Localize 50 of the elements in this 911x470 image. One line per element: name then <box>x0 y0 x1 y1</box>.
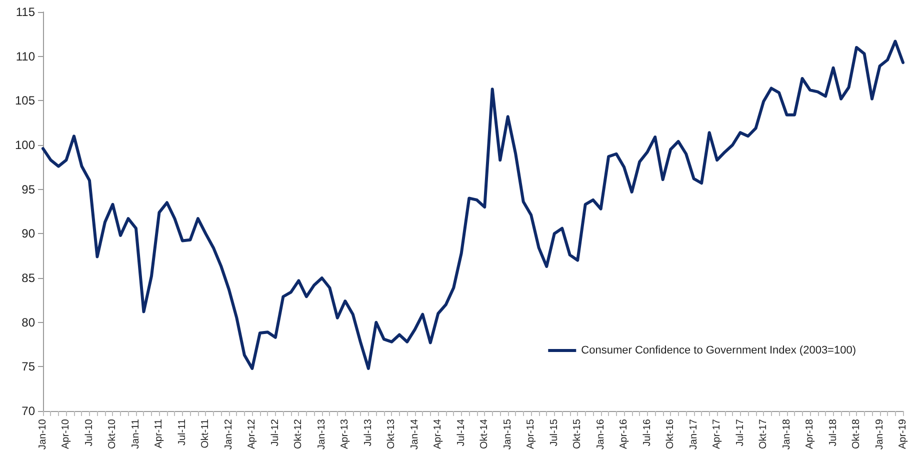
x-tick-label: Jan-18 <box>781 418 792 450</box>
y-tick-label: 70 <box>22 404 36 418</box>
x-tick-label: Jul-12 <box>270 418 281 446</box>
x-tick-label: Apr-16 <box>618 418 630 450</box>
x-tick-label: Jan-15 <box>502 418 514 450</box>
x-tick-label: Apr-15 <box>526 418 537 450</box>
x-tick-label: Jul-13 <box>362 418 374 446</box>
x-tick-label: Apr-19 <box>898 418 908 450</box>
x-tick-label: Jan-16 <box>595 418 606 450</box>
y-tick-label: 80 <box>22 315 36 330</box>
x-tick-label: Jul-14 <box>456 418 467 446</box>
x-tick-label: Jan-10 <box>38 418 48 450</box>
y-tick-label: 110 <box>16 49 36 64</box>
line-series <box>42 40 904 370</box>
y-tick-label: 105 <box>14 94 36 108</box>
x-tick-label: Jul-18 <box>828 418 839 446</box>
x-tick-label: Jan-11 <box>130 418 142 449</box>
x-tick-label: Jan-19 <box>874 418 886 450</box>
y-tick-label: 90 <box>22 226 36 241</box>
x-tick-label: Jan-17 <box>688 418 700 450</box>
y-tick-label: 95 <box>22 182 36 196</box>
y-tick-label: 75 <box>22 360 36 374</box>
x-tick-label: Jul-10 <box>84 418 95 446</box>
x-tick-label: Apr-11 <box>154 418 165 448</box>
y-tick-label: 115 <box>16 5 36 19</box>
x-tick-label: Okt-18 <box>851 418 862 450</box>
x-tick-label: Jan-13 <box>316 418 328 450</box>
x-tick-label: Okt-15 <box>572 418 584 450</box>
x-tick-label: Okt-11 <box>200 418 212 448</box>
x-tick-label: Okt-13 <box>386 418 398 450</box>
x-tick-label: Jul-15 <box>548 418 560 446</box>
x-tick-label: Jul-16 <box>642 418 653 446</box>
x-tick-label: Okt-12 <box>293 418 304 450</box>
legend-label: Consumer Confidence to Government Index (2003=100) <box>581 344 856 356</box>
x-tick-label: Okt-14 <box>479 418 490 450</box>
x-tick-label: Apr-17 <box>712 418 723 450</box>
y-tick-label: 85 <box>22 271 36 285</box>
x-tick-label: Apr-18 <box>804 418 816 450</box>
x-tick-label: Jan-14 <box>409 418 420 450</box>
x-tick-label: Okt-10 <box>107 418 118 450</box>
x-tick-label: Apr-14 <box>432 418 444 450</box>
x-tick-label: Apr-10 <box>60 418 72 450</box>
x-tick-label: Okt-17 <box>758 418 770 450</box>
y-tick-label: 100 <box>14 138 36 152</box>
x-tick-label: Okt-16 <box>665 418 676 450</box>
x-tick-label: Jul-17 <box>734 418 746 446</box>
x-tick-label: Apr-13 <box>340 418 351 450</box>
x-tick-label: Jul-11 <box>176 418 188 446</box>
x-tick-label: Apr-12 <box>246 418 258 450</box>
x-tick-label: Jan-12 <box>223 418 234 450</box>
